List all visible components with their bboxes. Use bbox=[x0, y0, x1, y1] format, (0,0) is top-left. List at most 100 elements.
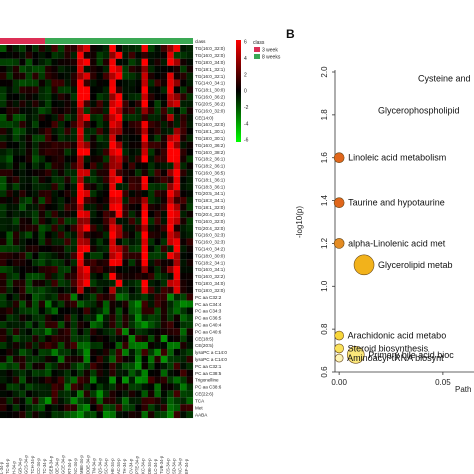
heatmap-cell bbox=[77, 369, 84, 377]
heatmap-cell bbox=[90, 266, 97, 273]
heatmap-cell bbox=[128, 342, 136, 349]
heatmap-cell bbox=[128, 100, 136, 108]
heatmap-cell bbox=[154, 107, 161, 115]
heatmap-cell bbox=[0, 348, 7, 356]
heatmap-cell bbox=[147, 369, 155, 377]
heatmap-cell bbox=[141, 120, 149, 128]
heatmap-cell bbox=[167, 210, 174, 218]
heatmap-column-label: QS-34-p bbox=[98, 458, 103, 474]
heatmap-cell bbox=[25, 134, 33, 142]
heatmap-cell bbox=[96, 272, 103, 280]
heatmap-cell bbox=[147, 65, 155, 73]
heatmap-cell bbox=[128, 231, 136, 239]
heatmap-cell bbox=[0, 307, 7, 315]
heatmap-cell bbox=[83, 51, 91, 59]
heatmap-cell bbox=[12, 79, 20, 87]
heatmap-cell bbox=[57, 328, 65, 336]
heatmap-cell bbox=[45, 411, 52, 419]
heatmap-cell bbox=[6, 272, 13, 280]
heatmap-cell bbox=[167, 107, 174, 115]
heatmap-cell bbox=[32, 120, 39, 128]
heatmap-cell bbox=[173, 390, 181, 398]
heatmap-cell bbox=[154, 127, 161, 135]
heatmap-cell bbox=[90, 120, 97, 128]
heatmap-cell bbox=[128, 107, 136, 115]
heatmap-cell bbox=[12, 376, 20, 384]
heatmap-cell bbox=[154, 376, 161, 384]
heatmap-cell bbox=[96, 107, 103, 115]
heatmap-cell bbox=[6, 355, 13, 363]
heatmap-cell bbox=[186, 127, 194, 135]
heatmap-cell bbox=[6, 72, 13, 80]
heatmap-cell bbox=[186, 252, 194, 260]
heatmap-cell bbox=[38, 45, 46, 52]
heatmap-cell bbox=[45, 176, 52, 184]
heatmap-cell bbox=[70, 100, 78, 108]
heatmap-cell bbox=[186, 293, 194, 301]
heatmap-cell bbox=[122, 86, 129, 94]
heatmap-cell bbox=[12, 321, 20, 329]
heatmap-cell bbox=[38, 355, 46, 363]
heatmap-cell bbox=[51, 162, 58, 170]
heatmap-cell bbox=[19, 286, 26, 294]
heatmap-cell bbox=[0, 65, 7, 73]
heatmap-cell bbox=[57, 383, 65, 391]
heatmap-cell bbox=[90, 162, 97, 170]
heatmap-cell bbox=[64, 238, 71, 246]
heatmap-cell bbox=[83, 183, 91, 191]
heatmap-cell bbox=[45, 134, 52, 142]
heatmap-cell bbox=[0, 335, 7, 343]
heatmap-cell bbox=[141, 369, 149, 377]
heatmap-cell bbox=[12, 362, 20, 370]
heatmap-cell bbox=[109, 355, 116, 363]
heatmap-cell bbox=[0, 404, 7, 412]
heatmap-cell bbox=[186, 342, 194, 349]
heatmap-row-label: TG(20:4_32:0) bbox=[195, 226, 225, 231]
heatmap-cell bbox=[167, 100, 174, 108]
heatmap-column-label: TM-34-p bbox=[91, 458, 96, 474]
heatmap-cell bbox=[12, 369, 20, 377]
heatmap-cell bbox=[154, 335, 161, 343]
heatmap-cell bbox=[90, 79, 97, 87]
heatmap-cell bbox=[180, 272, 187, 280]
heatmap-cell bbox=[77, 196, 84, 204]
heatmap-cell bbox=[115, 86, 123, 94]
heatmap-cell bbox=[122, 411, 129, 419]
heatmap-row-label: PC aa C32:2 bbox=[195, 295, 222, 300]
heatmap-cell bbox=[12, 169, 20, 177]
heatmap-cell bbox=[186, 162, 194, 170]
heatmap-cell bbox=[19, 404, 26, 412]
heatmap-cell bbox=[19, 58, 26, 66]
heatmap-cell bbox=[96, 348, 103, 356]
heatmap-cell bbox=[180, 279, 187, 287]
color-scale-tick-label: 0 bbox=[244, 89, 247, 95]
heatmap-cell bbox=[173, 51, 181, 59]
heatmap-cell bbox=[12, 93, 20, 101]
heatmap-cell bbox=[173, 355, 181, 363]
heatmap-cell bbox=[45, 196, 52, 204]
heatmap-cell bbox=[32, 190, 39, 198]
heatmap-cell bbox=[173, 314, 181, 322]
heatmap-cell bbox=[109, 259, 116, 267]
heatmap-cell bbox=[122, 203, 129, 211]
heatmap-cell bbox=[96, 45, 103, 52]
heatmap-cell bbox=[167, 321, 174, 329]
heatmap-cell bbox=[102, 245, 110, 253]
heatmap-cell bbox=[70, 79, 78, 87]
heatmap-cell bbox=[102, 58, 110, 66]
heatmap-cell bbox=[141, 155, 149, 163]
class-bar-3week bbox=[0, 38, 46, 44]
heatmap-cell bbox=[90, 272, 97, 280]
heatmap-cell bbox=[122, 162, 129, 170]
heatmap-cell bbox=[180, 314, 187, 322]
heatmap-cell bbox=[51, 245, 58, 253]
heatmap-cell bbox=[154, 362, 161, 370]
heatmap-cell bbox=[180, 231, 187, 239]
heatmap-cell bbox=[83, 355, 91, 363]
heatmap-cell bbox=[115, 286, 123, 294]
heatmap-cell bbox=[167, 224, 174, 232]
heatmap-cell bbox=[83, 93, 91, 101]
heatmap-cell bbox=[180, 51, 187, 59]
heatmap-cell bbox=[38, 376, 46, 384]
panel-letter-b: B bbox=[286, 27, 295, 41]
